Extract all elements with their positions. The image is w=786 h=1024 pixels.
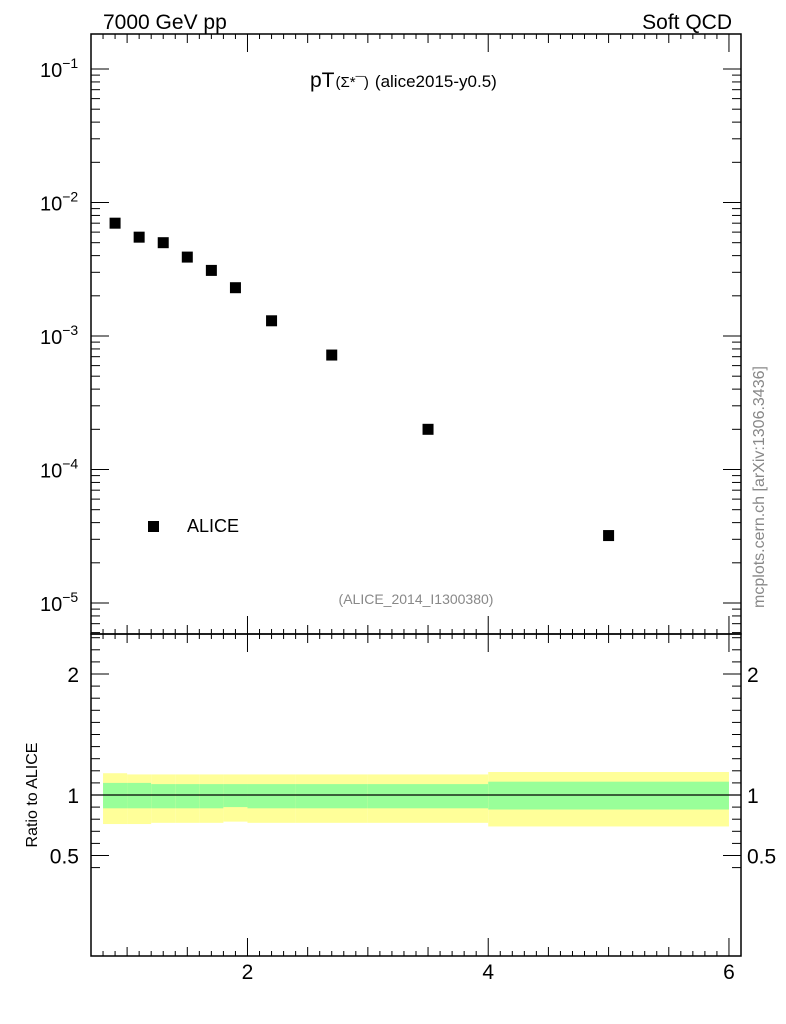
band-inner-0 [103,782,128,809]
ratio-ytick-label-left-2: 2 [67,664,79,687]
main-ytick-label-0: 10−1 [40,55,78,82]
data-point-2 [157,237,169,249]
title-particle: (Σ*¯) [336,74,369,91]
main-ytick-label-3: 10−4 [40,456,78,483]
data-point-3 [181,251,193,263]
band-inner-4 [199,784,224,809]
data-markers [109,217,615,542]
main-ytick-label-4: 10−5 [40,589,78,616]
data-point-9 [603,530,615,542]
band-inner-6 [247,784,296,809]
title-prefix: pT [310,69,335,92]
data-point-6 [266,315,278,327]
band-inner-2 [151,784,176,809]
data-point-1 [133,231,145,243]
tick-labels: 10−1 10−2 10−3 10−4 10−5 0.5 0.5 1 1 2 2 2 4 6 [40,55,776,984]
ratio-ytick-label-right-0: 0.5 [747,846,776,869]
band-inner-1 [127,782,152,809]
data-point-7 [326,349,338,361]
watermark: mcplots.cern.ch [arXiv:1306.3436] [751,366,768,608]
main-axis-ticks [90,34,742,634]
main-ytick-label-2: 10−3 [40,322,78,349]
xtick-label-1: 4 [482,961,494,984]
band-inner-9 [488,781,729,810]
data-point-4 [205,264,217,276]
xtick-label-0: 2 [242,961,254,984]
data-point-8 [422,423,434,435]
chart-title: pT(Σ*¯) (alice2015-y0.5) [310,69,497,92]
ratio-bands [91,772,741,827]
xtick-label-2: 6 [723,961,735,984]
header-energy: 7000 GeV pp [103,11,227,34]
data-point-5 [229,282,241,294]
ratio-ytick-label-left-1: 1 [67,785,79,808]
ratio-ytick-label-right-1: 1 [747,785,759,808]
band-inner-5 [223,784,248,808]
band-inner-8 [367,784,489,809]
ratio-ytick-label-left-0: 0.5 [50,846,79,869]
ratio-ytick-label-right-2: 2 [747,664,759,687]
band-inner-3 [175,784,200,809]
header-category: Soft QCD [642,11,732,34]
main-panel-frame [90,33,742,635]
legend-marker [148,521,159,532]
ratio-ylabel: Ratio to ALICE [24,743,41,848]
title-suffix: (alice2015-y0.5) [375,72,497,91]
analysis-id: (ALICE_2014_I1300380) [339,591,494,607]
legend-label: ALICE [187,516,239,536]
data-point-0 [109,217,121,229]
main-ytick-label-1: 10−2 [40,189,78,216]
ratio-axis-ticks [90,634,742,956]
band-inner-7 [295,784,368,809]
